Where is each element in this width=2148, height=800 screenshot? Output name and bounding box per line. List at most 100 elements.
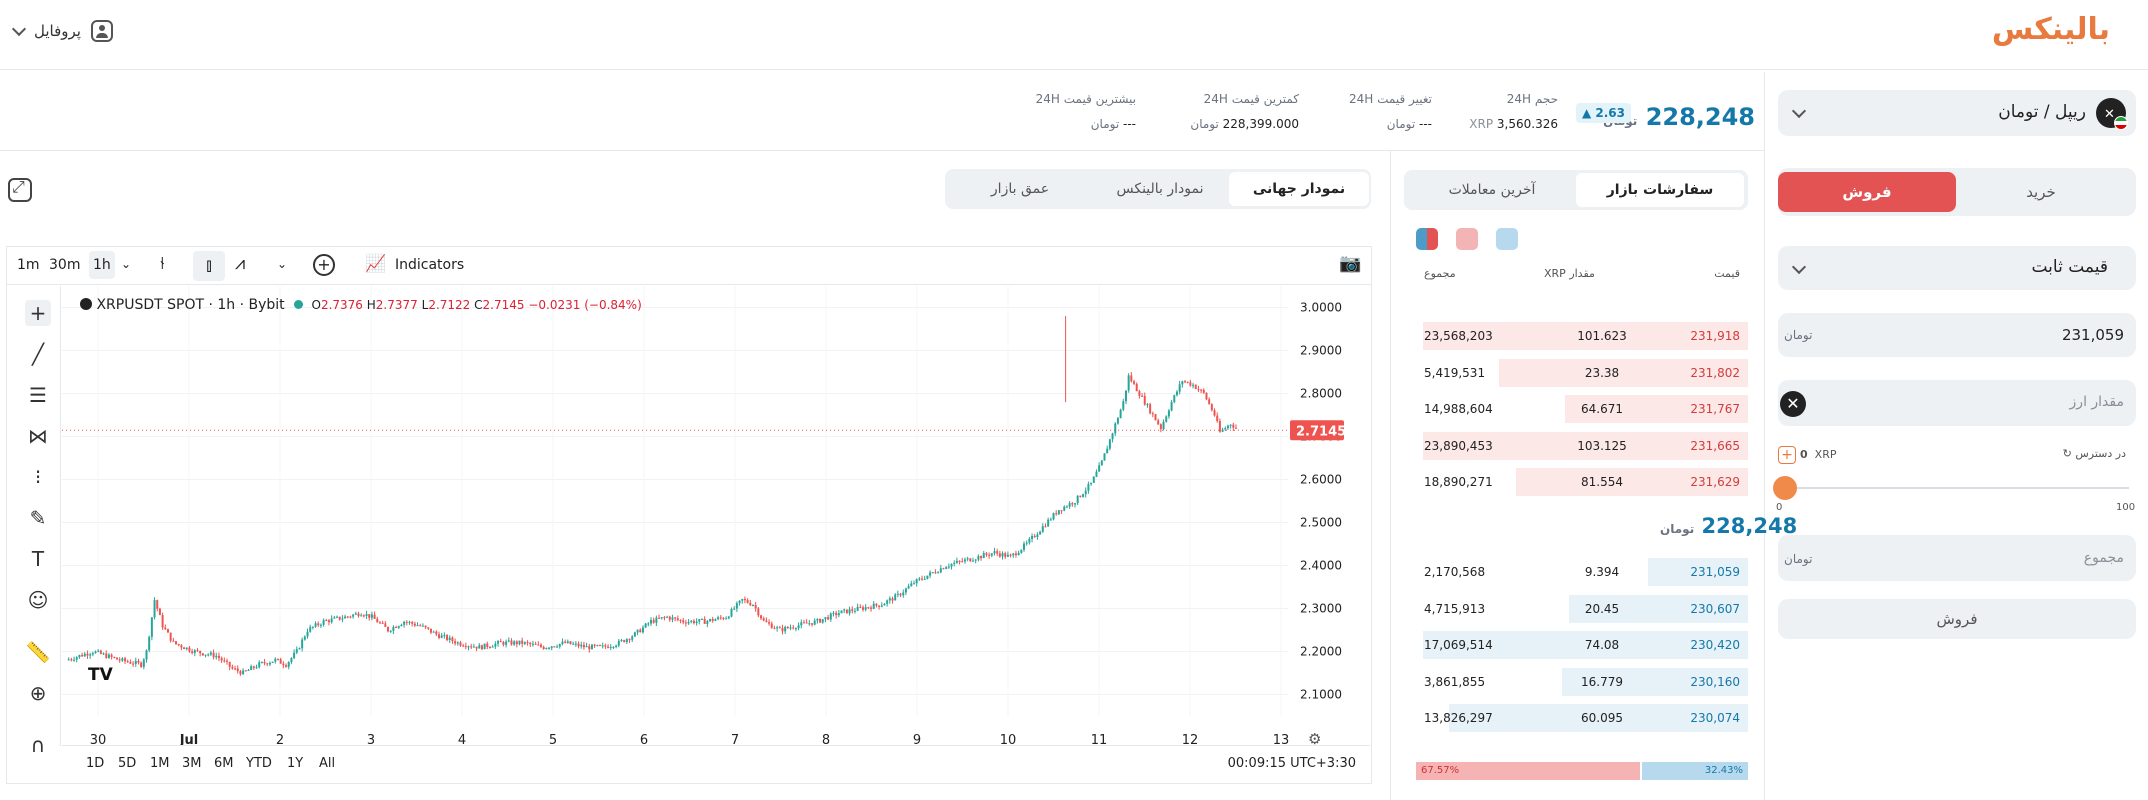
price-field[interactable] [1778, 313, 2136, 357]
tab-sell[interactable]: فروش [1778, 172, 1956, 212]
emoji-icon[interactable]: ☺ [27, 588, 49, 612]
tab-latest-trades[interactable]: آخرین معاملات [1448, 182, 1536, 198]
tab-ballinex-chart[interactable]: نمودار بالینکس [1116, 181, 1204, 197]
percent-slider[interactable] [1785, 487, 2129, 489]
zoom-in-icon[interactable]: ⊕ [29, 681, 47, 705]
candle-body [953, 562, 956, 564]
candle-body [658, 617, 661, 619]
tab-global-chart[interactable]: نمودار جهانی [1229, 172, 1369, 206]
candle-body [671, 617, 674, 620]
orderbook-view-both-icon[interactable] [1416, 228, 1438, 250]
orderbook-view-asks-icon[interactable] [1456, 228, 1478, 250]
orderbook-view-bids-icon[interactable] [1496, 228, 1518, 250]
range-5d[interactable]: 5D [118, 756, 137, 771]
tradingview-widget [6, 246, 1372, 784]
candle-body [531, 643, 534, 645]
interval-1h[interactable]: 1h [89, 251, 115, 279]
candle-body [1068, 503, 1071, 507]
bid-row[interactable]: 230,420 74.08 17,069,514 [1416, 631, 1748, 659]
ask-row[interactable]: 231,629 81.554 18,890,271 [1416, 468, 1748, 496]
candle-body [1012, 553, 1015, 556]
candle-body [150, 617, 153, 637]
trend-line-icon[interactable]: ╱ [31, 342, 45, 366]
candle-body [604, 645, 607, 647]
tab-market-depth[interactable]: عمق بازار [990, 181, 1050, 197]
candle-body [419, 625, 422, 627]
camera-icon[interactable]: 📷 [1339, 253, 1362, 274]
bar-style-icon[interactable]: ⫮ [160, 253, 165, 274]
magnet-icon[interactable]: ∩ [30, 733, 46, 757]
interval-1m[interactable]: 1m [17, 257, 40, 273]
range-3m[interactable]: 3M [182, 756, 202, 771]
candle-body [856, 606, 859, 611]
candle-body [1079, 495, 1082, 497]
candle-body [545, 647, 548, 650]
range-6m[interactable]: 6M [214, 756, 234, 771]
chevron-down-icon[interactable]: ⌄ [277, 257, 288, 271]
ask-row[interactable]: 231,802 23.38 5,419,531 [1416, 358, 1748, 387]
expand-icon[interactable] [8, 177, 32, 202]
candle-body [70, 659, 73, 661]
range-1d[interactable]: 1D [86, 756, 105, 771]
order-amount: 101.623 [1577, 329, 1627, 343]
candle-body [201, 653, 204, 656]
order-type-select[interactable] [1778, 246, 2136, 290]
chevron-down-icon[interactable]: ⌄ [121, 257, 132, 271]
bid-row[interactable]: 230,160 16.779 3,861,855 [1416, 667, 1748, 696]
indicators-icon[interactable]: 📈 [365, 254, 387, 274]
compare-add-icon[interactable]: + [313, 254, 335, 276]
brush-icon[interactable]: ✎ [29, 506, 47, 530]
pattern-icon[interactable]: ⋈ [28, 424, 48, 448]
settings-icon[interactable]: ⚙ [1308, 730, 1321, 746]
candle-body [242, 670, 245, 675]
order-total: 13,826,297 [1424, 711, 1493, 725]
prediction-icon[interactable]: ⁝ [34, 465, 42, 489]
pair-select[interactable] [1778, 90, 2136, 136]
candle-body [215, 655, 218, 658]
total-field[interactable] [1778, 535, 2136, 581]
candles-icon[interactable]: ⫾ [193, 251, 225, 281]
deposit-plus-icon[interactable]: + [1778, 446, 1796, 464]
price-chart[interactable]: 3.00002.90002.80002.70002.60002.50002.40… [62, 286, 1370, 746]
range-1y[interactable]: 1Y [287, 756, 304, 771]
ask-row[interactable]: 231,767 64.671 14,988,604 [1416, 395, 1748, 423]
indicators-button[interactable]: Indicators [395, 257, 465, 273]
crosshair-icon[interactable]: + [25, 300, 51, 326]
slider-handle[interactable] [1773, 476, 1797, 500]
candle-body [357, 613, 360, 617]
range-1m[interactable]: 1M [150, 756, 170, 771]
candle-body [1087, 484, 1090, 491]
text-tool-icon[interactable]: T [31, 547, 45, 571]
area-chart-icon[interactable]: ⩘ [235, 253, 246, 274]
depth-bar [1565, 395, 1748, 423]
tab-market-orders[interactable]: سفارشات بازار [1576, 173, 1744, 207]
bid-row[interactable]: 230,074 60.095 13,826,297 [1416, 704, 1748, 732]
tab-buy[interactable]: خرید [2026, 183, 2056, 201]
ruler-icon[interactable]: 📏 [25, 640, 51, 664]
candle-body [601, 645, 604, 647]
total-placeholder: مجموع [2083, 550, 2124, 566]
interval-30m[interactable]: 30m [49, 257, 81, 273]
candle-body [837, 613, 840, 616]
range-all[interactable]: All [319, 756, 336, 771]
x-tick-label: 12 [1182, 733, 1199, 746]
fib-retracement-icon[interactable]: ☰ [29, 383, 47, 407]
ask-row[interactable]: 231,918 101.623 23,568,203 [1416, 322, 1748, 350]
candle-body [937, 572, 940, 574]
ask-row[interactable]: 231,665 103.125 23,890,453 [1416, 431, 1748, 460]
order-type-label: قیمت ثابت [2031, 257, 2108, 277]
amount-field[interactable] [1778, 380, 2136, 426]
bid-row[interactable]: 231,059 9.394 2,170,568 [1416, 558, 1748, 586]
range-ytd[interactable]: YTD [246, 756, 272, 771]
candle-body [692, 620, 695, 624]
profile-menu[interactable]: پروفایل [11, 20, 113, 42]
candle-body [674, 617, 677, 619]
candle-body [725, 618, 728, 620]
candle-body [998, 553, 1001, 557]
submit-sell-button[interactable]: فروش [1778, 599, 2136, 639]
candle-body [344, 616, 347, 619]
candle-body [1178, 384, 1181, 392]
candle-body [1090, 482, 1093, 485]
bid-row[interactable]: 230,607 20.45 4,715,913 [1416, 594, 1748, 623]
logo[interactable]: بالینکس [1991, 12, 2111, 47]
